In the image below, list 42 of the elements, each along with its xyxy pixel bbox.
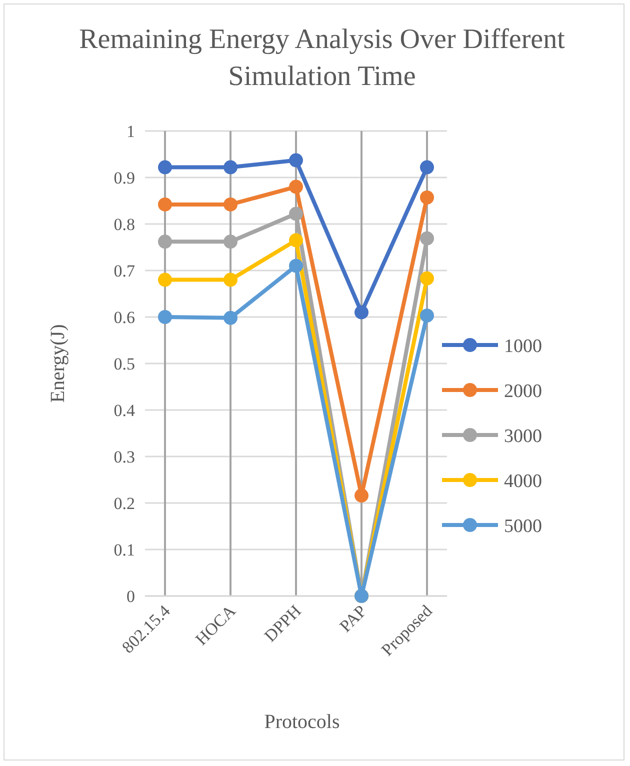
y-tick-label: 0 xyxy=(126,587,135,606)
point xyxy=(420,160,434,174)
x-tick-label: PAP xyxy=(336,601,370,636)
y-tick-label: 0.7 xyxy=(114,262,136,280)
legend-label: 4000 xyxy=(504,471,542,492)
legend-label: 3000 xyxy=(504,426,542,447)
point xyxy=(289,233,303,248)
chart-title: Remaining Energy Analysis Over Different Simulation Time xyxy=(79,24,566,92)
point xyxy=(354,488,368,503)
y-tick-label: 0.4 xyxy=(114,401,136,420)
point xyxy=(158,234,172,249)
point xyxy=(224,272,238,287)
point xyxy=(224,160,238,174)
point xyxy=(224,310,238,325)
point xyxy=(158,272,172,287)
point xyxy=(158,197,172,212)
legend-label: 2000 xyxy=(504,381,542,402)
y-tick-label: 0.1 xyxy=(114,540,135,560)
y-tick-label: 0.6 xyxy=(114,308,135,327)
point xyxy=(289,153,303,168)
point xyxy=(158,310,172,324)
point xyxy=(289,258,303,273)
point xyxy=(289,180,303,194)
y-tick-label: 0.8 xyxy=(114,215,135,234)
y-tick-label: 1 xyxy=(126,122,135,141)
point xyxy=(224,234,238,249)
point xyxy=(420,231,434,246)
point xyxy=(158,160,172,174)
point xyxy=(224,197,238,212)
legend-label: 5000 xyxy=(504,516,542,537)
x-axis-title: Protocols xyxy=(264,711,340,733)
y-axis-title: Energy(J) xyxy=(47,324,69,403)
y-tick-label: 0.5 xyxy=(114,354,135,374)
point xyxy=(354,305,368,320)
y-tick-label: 0.9 xyxy=(114,168,135,188)
y-tick-label: 0.3 xyxy=(114,448,135,466)
point xyxy=(289,206,303,221)
legend-label: 1000 xyxy=(504,336,542,357)
y-tick-label: 0.2 xyxy=(114,494,135,513)
point xyxy=(420,190,434,204)
point xyxy=(420,308,434,323)
point xyxy=(420,271,434,286)
